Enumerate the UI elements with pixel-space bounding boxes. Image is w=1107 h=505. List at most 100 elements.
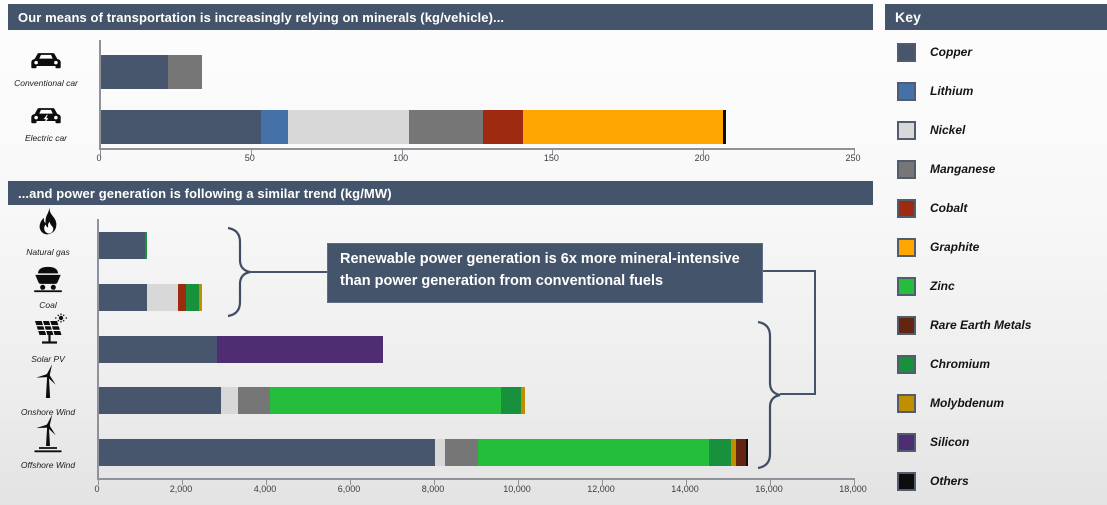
key-label: Chromium: [930, 357, 990, 371]
solar-panel-icon: [29, 313, 67, 352]
x-tick-mark: [552, 150, 554, 155]
segment-coal-molybdenum: [198, 284, 202, 311]
segment-offshore-wind-chromium: [709, 439, 732, 466]
key-label: Others: [930, 474, 969, 488]
x-tick-label: 10,000: [503, 484, 531, 494]
callout-text: Renewable power generation is 6x more mi…: [340, 251, 740, 290]
x-tick-mark: [100, 150, 101, 155]
key-label: Manganese: [930, 162, 996, 176]
key-item-copper: Copper: [897, 42, 972, 62]
x-tick-mark: [770, 480, 771, 485]
key-item-zinc: Zinc: [897, 276, 955, 296]
segment-conventional-car-copper: [101, 55, 169, 89]
transport-chart-plot: [99, 40, 855, 155]
key-item-chromium: Chromium: [897, 354, 990, 374]
x-tick-mark: [350, 480, 351, 485]
key-swatch-chromium: [897, 354, 916, 374]
power-chart-plot: [97, 219, 855, 485]
category-label: Solar PV: [31, 354, 65, 364]
x-tick-label: 4,000: [253, 484, 277, 494]
x-tick-label: 12,000: [587, 484, 615, 494]
x-tick-label: 16,000: [755, 484, 783, 494]
x-tick-mark: [250, 150, 252, 155]
segment-electric-car-graphite: [522, 110, 723, 144]
x-tick-label: 0: [96, 153, 102, 163]
transport-chart-title: Our means of transportation is increasin…: [8, 4, 873, 30]
segment-coal-copper: [99, 284, 148, 311]
key-swatch-silicon: [897, 432, 916, 452]
segment-electric-car-lithium: [261, 110, 289, 144]
x-tick-label: 6,000: [337, 484, 361, 494]
category-label: Offshore Wind: [20, 460, 76, 470]
segment-electric-car-cobalt: [482, 110, 523, 144]
x-tick-label: 18,000: [839, 484, 867, 494]
x-tick-mark: [602, 480, 603, 485]
x-tick-mark: [854, 480, 855, 485]
key-swatch-copper: [897, 42, 916, 62]
segment-onshore-wind-chromium: [501, 387, 522, 414]
x-tick-label: 150: [543, 153, 559, 163]
segment-onshore-wind-manganese: [237, 387, 271, 414]
x-tick-mark: [98, 480, 99, 485]
category-conventional-car: Conventional car: [0, 48, 93, 88]
category-onshore-wind: Onshore Wind: [1, 364, 95, 417]
x-tick-mark: [518, 480, 519, 485]
x-tick-label: 8,000: [421, 484, 445, 494]
key-label: Silicon: [930, 435, 970, 449]
segment-solar-pv-silicon: [217, 336, 384, 363]
x-tick-mark: [401, 150, 403, 155]
callout-box: Renewable power generation is 6x more mi…: [327, 243, 763, 303]
key-item-nickel: Nickel: [897, 120, 965, 140]
key-swatch-lithium: [897, 81, 916, 101]
segment-offshore-wind-others: [746, 439, 749, 466]
x-tick-label: 250: [845, 153, 861, 163]
x-tick-mark: [434, 480, 435, 485]
segment-conventional-car-manganese: [168, 55, 203, 89]
segment-onshore-wind-zinc: [270, 387, 502, 414]
segment-onshore-wind-nickel: [220, 387, 238, 414]
segment-coal-cobalt: [177, 284, 186, 311]
segment-offshore-wind-manganese: [445, 439, 479, 466]
x-tick-label: 100: [393, 153, 409, 163]
x-tick-mark: [266, 480, 267, 485]
segment-offshore-wind-copper: [99, 439, 435, 466]
key-panel-title: Key: [885, 4, 1107, 30]
segment-offshore-wind-molybdenum: [731, 439, 736, 466]
transport-x-axis-labels: 0 50 100 150 200 250: [96, 153, 860, 165]
segment-natural-gas-chromium: [145, 232, 148, 259]
key-label: Cobalt: [930, 201, 968, 215]
key-item-molybdenum: Molybdenum: [897, 393, 1004, 413]
key-item-others: Others: [897, 471, 969, 491]
x-tick-label: 2,000: [169, 484, 193, 494]
key-item-cobalt: Cobalt: [897, 198, 967, 218]
key-swatch-nickel: [897, 120, 916, 140]
x-tick-label: 14,000: [671, 484, 699, 494]
category-offshore-wind: Offshore Wind: [1, 414, 95, 470]
key-label: Nickel: [930, 123, 966, 137]
key-label: Copper: [930, 45, 972, 59]
x-tick-mark: [182, 480, 183, 485]
segment-offshore-wind-nickel: [435, 439, 446, 466]
segment-offshore-wind-rare-earth-metals: [735, 439, 746, 466]
category-electric-car: Electric car: [0, 103, 93, 143]
segment-solar-pv-copper: [99, 336, 218, 363]
key-item-rare-earth-metals: Rare Earth Metals: [897, 315, 1031, 335]
power-chart-title: ...and power generation is following a s…: [8, 181, 873, 205]
segment-onshore-wind-molybdenum: [521, 387, 526, 414]
segment-natural-gas-copper: [99, 232, 146, 259]
category-label: Electric car: [24, 133, 68, 143]
category-coal: Coal: [1, 266, 95, 310]
key-label: Zinc: [930, 279, 955, 293]
coal-cart-icon: [31, 263, 65, 298]
x-tick-label: 50: [244, 153, 255, 163]
x-tick-label: 200: [694, 153, 710, 163]
segment-electric-car-nickel: [288, 110, 409, 144]
key-item-silicon: Silicon: [897, 432, 969, 452]
car-icon: [29, 50, 63, 76]
x-tick-mark: [686, 480, 687, 485]
electric-car-icon: [29, 105, 63, 131]
key-label: Molybdenum: [930, 396, 1004, 410]
wind-turbine-icon: [32, 364, 64, 405]
key-label: Lithium: [930, 84, 974, 98]
key-swatch-others: [897, 471, 916, 491]
